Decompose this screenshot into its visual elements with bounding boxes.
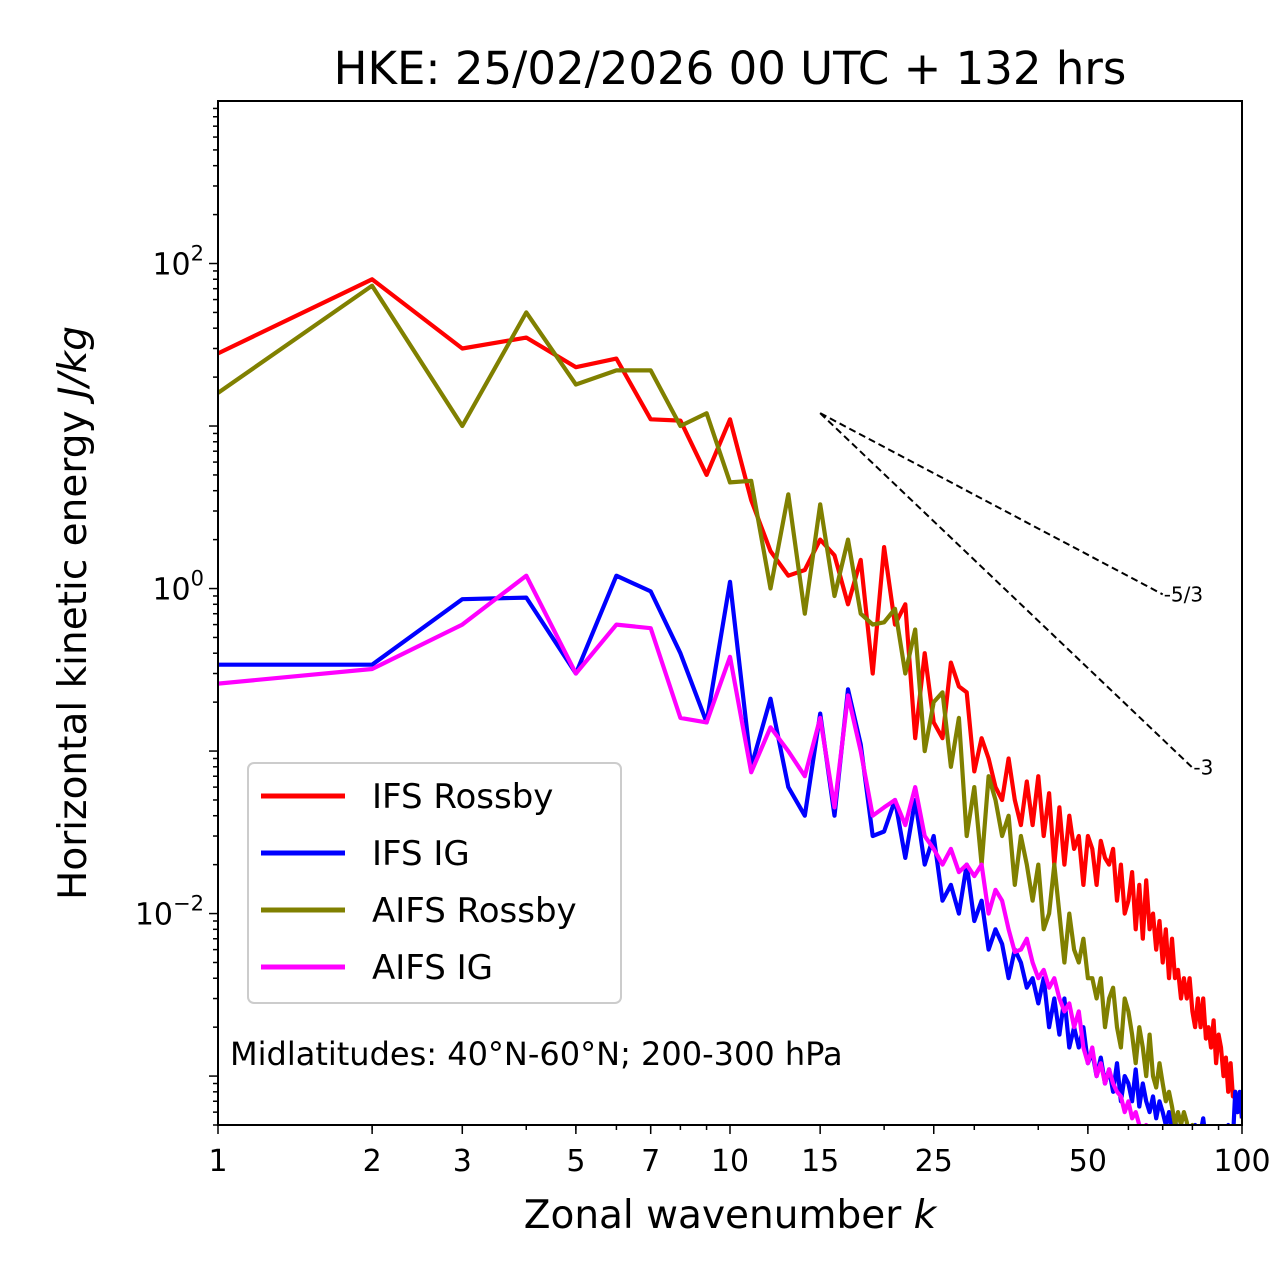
slope-label--5-3: -5/3 bbox=[1164, 582, 1203, 606]
y-axis-label-unit: J/kg bbox=[51, 326, 96, 405]
x-axis-label-var: k bbox=[914, 1193, 938, 1238]
y-tick-label: 102 bbox=[152, 242, 204, 283]
x-axis-label: Zonal wavenumber k bbox=[524, 1193, 938, 1238]
slope-line--3 bbox=[819, 412, 1194, 769]
x-tick-label-50: 50 bbox=[1069, 1144, 1107, 1179]
x-tick-label-15: 15 bbox=[801, 1144, 839, 1179]
y-tick-label: 100 bbox=[152, 567, 204, 608]
legend-label-aifs-rossby: AIFS Rossby bbox=[372, 891, 577, 931]
legend-label-ifs-ig: IFS IG bbox=[372, 834, 470, 874]
x-tick-label-10: 10 bbox=[711, 1144, 749, 1179]
x-tick-label-1: 1 bbox=[208, 1144, 227, 1179]
x-tick-label-100: 100 bbox=[1213, 1144, 1270, 1179]
reference-lines: -5/3 -3 bbox=[819, 412, 1213, 780]
legend-label-aifs-ig: AIFS IG bbox=[372, 948, 493, 988]
legend-entries: IFS Rossby IFS IG AIFS Rossby AIFS IG bbox=[261, 777, 577, 988]
x-tick-label-7: 7 bbox=[641, 1144, 660, 1179]
y-tick-label: 10−2 bbox=[135, 892, 204, 933]
series-aifs-ig-line bbox=[218, 573, 1149, 1125]
y-axis-ticks: 102 100 10−2 bbox=[135, 107, 218, 1126]
legend-label-ifs-rossby: IFS Rossby bbox=[372, 777, 553, 817]
y-axis-label: Horizontal kinetic energy J/kg bbox=[51, 326, 96, 900]
slope-label--3: -3 bbox=[1193, 756, 1213, 780]
x-axis-label-text: Zonal wavenumber bbox=[524, 1193, 902, 1238]
series-layer bbox=[218, 277, 1242, 1125]
x-tick-label-5: 5 bbox=[566, 1144, 585, 1179]
chart-title: HKE: 25/02/2026 00 UTC + 132 hrs bbox=[334, 42, 1127, 95]
x-tick-label-2: 2 bbox=[363, 1144, 382, 1179]
legend-box bbox=[247, 762, 622, 1004]
legend: IFS Rossby IFS IG AIFS Rossby AIFS IG bbox=[247, 762, 622, 1004]
series-aifs-rossby-line bbox=[218, 283, 1195, 1125]
x-axis-ticks: 1 2 3 5 7 10 15 25 50 100 bbox=[208, 1125, 1271, 1179]
slope-line--5-3 bbox=[819, 412, 1164, 596]
region-annotation: Midlatitudes: 40°N-60°N; 200-300 hPa bbox=[230, 1035, 843, 1073]
y-axis-label-text: Horizontal kinetic energy bbox=[51, 410, 96, 900]
x-tick-label-25: 25 bbox=[915, 1144, 953, 1179]
x-tick-label-3: 3 bbox=[453, 1144, 472, 1179]
